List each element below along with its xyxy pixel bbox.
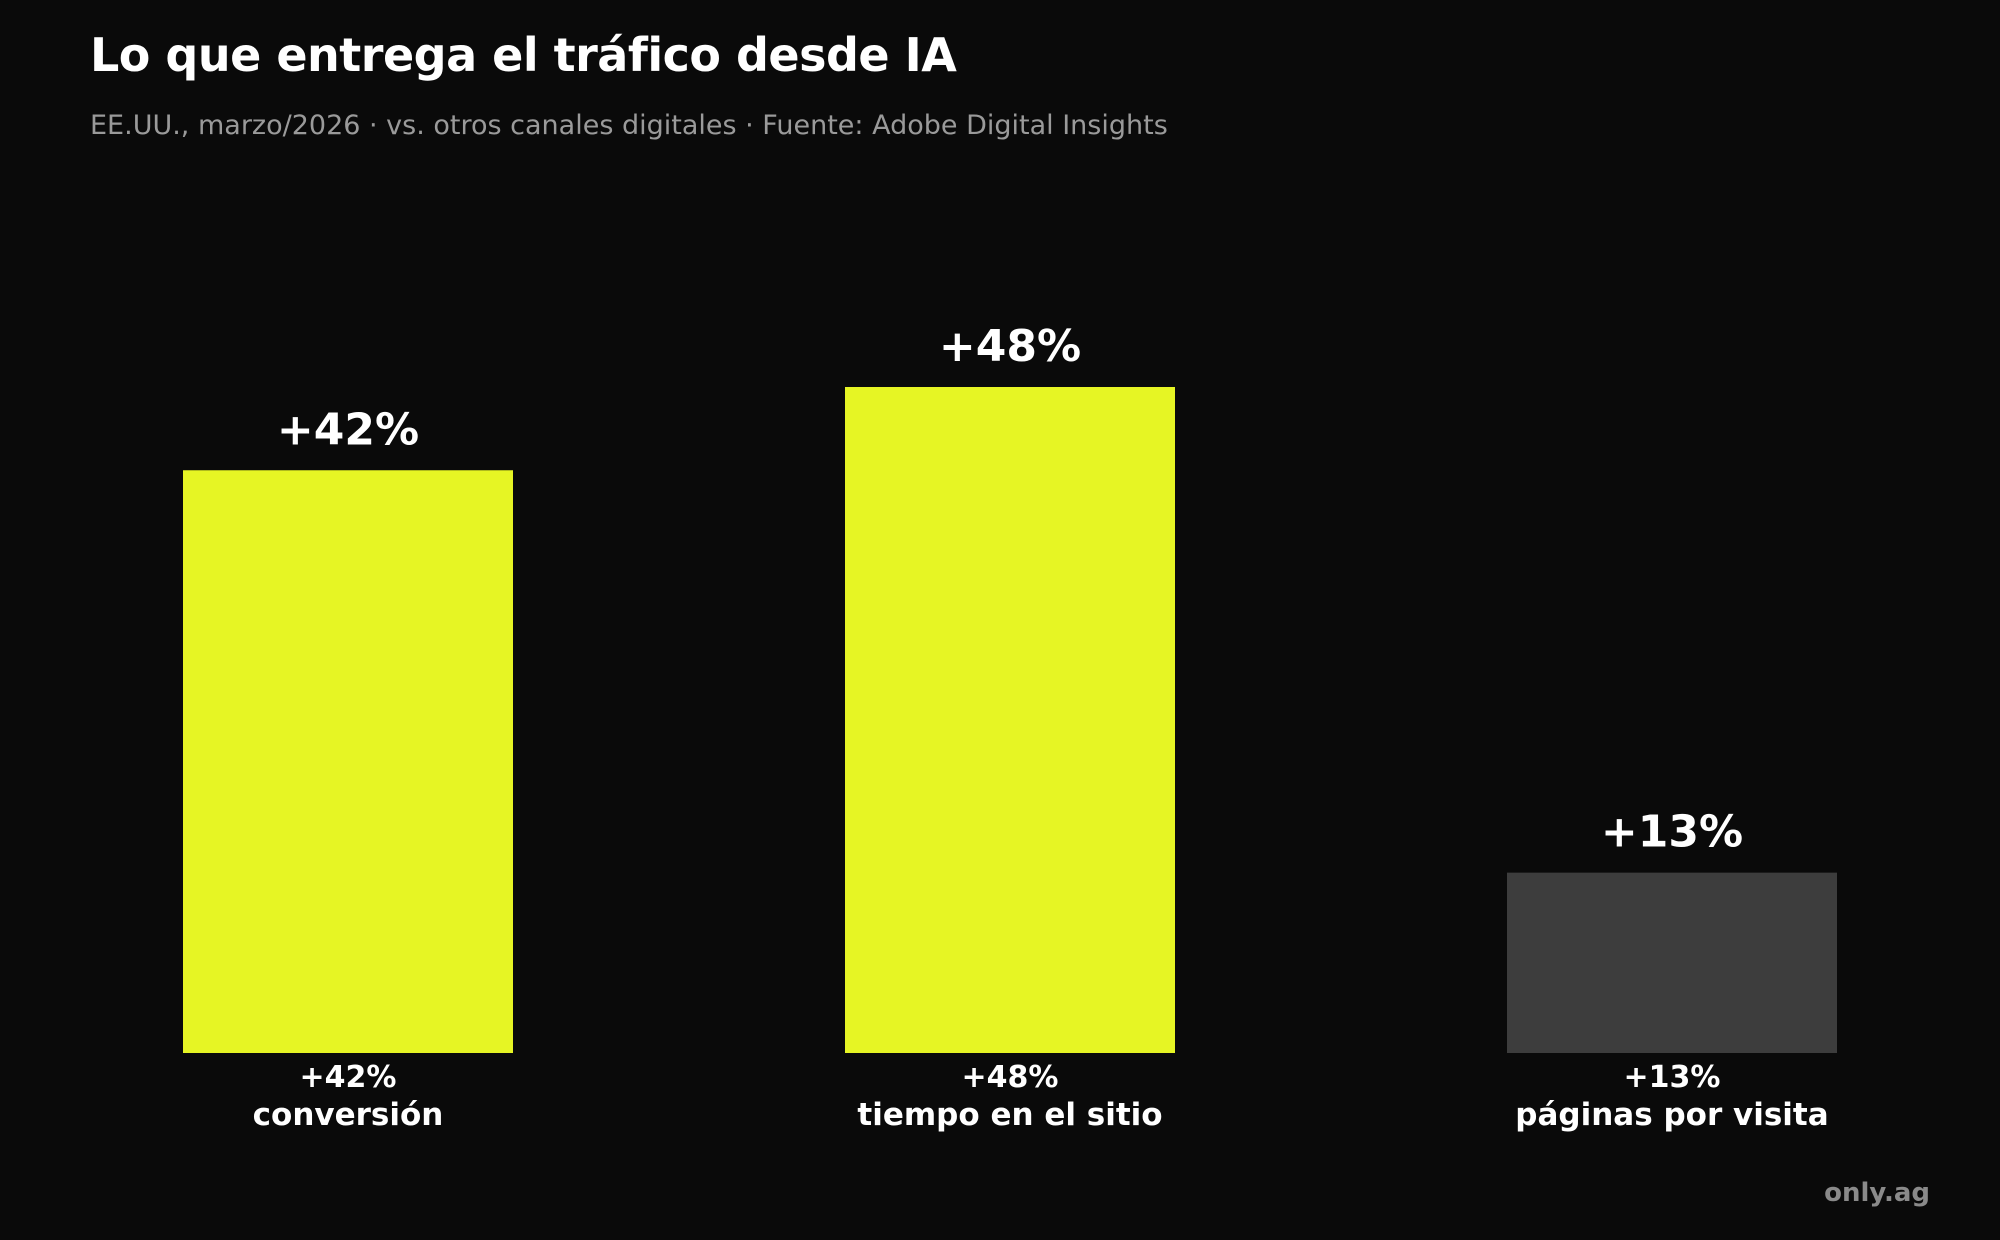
bar-value-label-tiempo-en-el-sitio: +48% [939, 321, 1081, 372]
category-label-paginas-por-visita: páginas por visita [1515, 1097, 1828, 1133]
category-label-conversion: conversión [253, 1097, 444, 1133]
bar-value-label-conversion: +42% [277, 404, 419, 455]
category-label-tiempo-en-el-sitio: tiempo en el sitio [857, 1097, 1162, 1133]
chart-subtitle: EE.UU., marzo/2026 · vs. otros canales d… [90, 110, 1168, 141]
bar-value-label-paginas-por-visita: +13% [1601, 807, 1743, 858]
tick-value-label-tiempo-en-el-sitio: +48% [962, 1060, 1059, 1095]
tick-value-label-paginas-por-visita: +13% [1624, 1060, 1721, 1095]
bar-paginas-por-visita [1507, 872, 1837, 1053]
bar-tiempo-en-el-sitio [845, 387, 1175, 1053]
tick-value-label-conversion: +42% [300, 1060, 397, 1095]
watermark: only.ag [1824, 1178, 1930, 1208]
chart-title: Lo que entrega el tráfico desde IA [90, 28, 957, 82]
bar-conversion [183, 470, 513, 1053]
